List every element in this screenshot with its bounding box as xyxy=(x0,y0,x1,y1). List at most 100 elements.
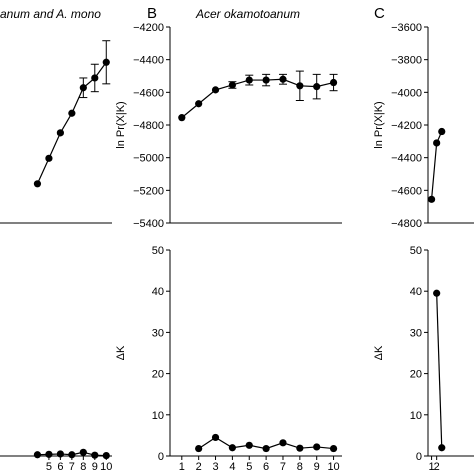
data-point xyxy=(228,81,236,89)
panel-b-title: Acer okamotoanum xyxy=(195,7,300,21)
y-tick-label: −4400 xyxy=(133,55,164,67)
y-axis-label: ln Pr(X|K) xyxy=(373,101,385,148)
data-point xyxy=(427,195,436,203)
x-tick-label: 2 xyxy=(196,461,202,473)
x-tick-label: 5 xyxy=(46,461,52,473)
y-tick-label: −4600 xyxy=(133,87,164,99)
data-point xyxy=(68,109,76,117)
y-tick-label: 40 xyxy=(410,286,422,298)
data-point xyxy=(438,127,446,136)
data-point xyxy=(91,451,99,459)
data-point xyxy=(279,75,287,83)
data-point xyxy=(262,444,270,453)
x-tick-label: 10 xyxy=(327,461,339,473)
panel-c-letter: C xyxy=(374,5,385,22)
y-axis-label: ln Pr(X|K) xyxy=(115,101,127,148)
y-tick-label: 20 xyxy=(152,369,164,381)
data-point xyxy=(79,448,87,456)
y-tick-label: −5200 xyxy=(133,185,164,197)
y-tick-label: −4600 xyxy=(391,185,422,197)
data-point xyxy=(279,439,287,447)
y-tick-label: −3800 xyxy=(391,55,422,67)
data-point xyxy=(296,82,304,90)
y-axis-label: ΔK xyxy=(373,345,385,360)
x-tick-label: 9 xyxy=(314,461,320,473)
y-tick-label: 50 xyxy=(410,245,422,257)
x-tick-label: 1 xyxy=(429,461,435,473)
data-point xyxy=(433,139,441,147)
y-tick-label: 10 xyxy=(410,410,422,422)
data-point xyxy=(178,114,186,122)
data-point xyxy=(329,444,338,453)
data-point xyxy=(296,444,304,452)
data-point xyxy=(79,84,87,92)
data-point xyxy=(56,129,64,137)
y-tick-label: −4200 xyxy=(133,22,164,34)
y-tick-label: 40 xyxy=(152,286,164,298)
y-tick-label: −5400 xyxy=(133,218,164,230)
x-tick-label: 5 xyxy=(246,461,252,473)
y-tick-label: −5000 xyxy=(133,153,164,165)
series-line xyxy=(181,78,334,119)
data-point xyxy=(102,451,110,460)
data-point xyxy=(211,86,220,94)
y-tick-label: −4800 xyxy=(391,218,422,230)
data-point xyxy=(211,433,220,442)
series-line xyxy=(436,293,443,448)
data-point xyxy=(102,58,110,66)
y-tick-label: 20 xyxy=(410,369,422,381)
data-point xyxy=(45,154,53,162)
data-point xyxy=(33,451,42,459)
x-tick-label: 2 xyxy=(434,461,440,473)
chart-C-bottom: 0 10 20 30 40 50 12 ΔK xyxy=(373,245,474,473)
x-tick-label: 6 xyxy=(263,461,269,473)
x-tick-label: 9 xyxy=(92,461,98,473)
y-tick-label: 30 xyxy=(410,327,422,339)
x-axis-label: K xyxy=(6,472,15,474)
x-tick-label: 8 xyxy=(297,461,303,473)
y-tick-label: −4000 xyxy=(391,87,422,99)
data-point xyxy=(195,444,203,453)
x-tick-label: 4 xyxy=(229,461,235,473)
y-tick-label: 0 xyxy=(416,451,422,463)
x-axis-label: K xyxy=(252,472,261,474)
data-point xyxy=(433,289,441,297)
data-point xyxy=(195,100,203,108)
x-tick-label: 3 xyxy=(212,461,218,473)
data-point xyxy=(228,444,236,452)
x-tick-label: 7 xyxy=(280,461,286,473)
data-point xyxy=(45,450,53,458)
y-axis-label: ΔK xyxy=(115,345,127,360)
x-tick-label: 10 xyxy=(100,461,112,473)
data-point xyxy=(245,76,253,84)
y-tick-label: −4200 xyxy=(391,120,422,132)
y-tick-label: −4800 xyxy=(133,120,164,132)
x-tick-label: 6 xyxy=(57,461,63,473)
chart-B-top: −5400 −5200 −5000 −4800 −4600 −4400 −4200 ln Pr… xyxy=(115,22,342,230)
data-point xyxy=(56,450,64,458)
data-point xyxy=(262,76,270,84)
data-point xyxy=(438,444,446,452)
y-tick-label: 30 xyxy=(152,327,164,339)
data-point xyxy=(329,78,338,87)
chart-C-top: −4800 −4600 −4400 −4200 −4000 −3800 −3600 ln Pr… xyxy=(373,22,474,230)
data-point xyxy=(245,441,253,449)
data-point xyxy=(313,443,321,451)
x-tick-label: 1 xyxy=(179,461,185,473)
data-point xyxy=(33,180,42,188)
y-tick-label: −4400 xyxy=(391,153,422,165)
y-tick-label: −3600 xyxy=(391,22,422,34)
y-tick-label: 10 xyxy=(152,410,164,422)
x-tick-label: 8 xyxy=(80,461,86,473)
x-tick-label: 7 xyxy=(69,461,75,473)
chart-A-top xyxy=(0,40,112,224)
data-point xyxy=(68,451,76,459)
y-tick-label: 50 xyxy=(152,245,164,257)
data-point xyxy=(91,74,99,82)
panel-b-letter: B xyxy=(147,5,157,22)
data-point xyxy=(313,83,321,91)
panel-a-title: anum and A. mono xyxy=(0,7,101,21)
